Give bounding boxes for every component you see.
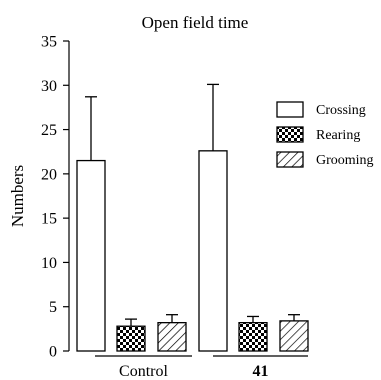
bar-rearing-0 [116, 325, 146, 352]
legend: Crossing Rearing Grooming [276, 101, 374, 168]
bar-crossing-0 [76, 159, 106, 352]
bars [76, 83, 309, 352]
y-axis-label: Numbers [8, 165, 27, 227]
category-axes: Control 41 [95, 355, 308, 380]
legend-label: Crossing [316, 103, 366, 118]
category-label: Control [119, 363, 168, 380]
bar-rearing-1 [238, 322, 268, 352]
bar-grooming-1 [279, 320, 309, 352]
legend-swatch-rearing [276, 126, 304, 143]
bar-grooming-0 [157, 322, 187, 352]
y-tick-label: 0 [49, 344, 57, 361]
legend-swatch-grooming [276, 151, 304, 168]
y-tick-label: 20 [41, 166, 57, 183]
bar-crossing-1 [198, 150, 228, 352]
y-tick-label: 35 [41, 34, 57, 51]
category-label: 41 [253, 363, 269, 380]
legend-label: Rearing [316, 128, 360, 143]
y-axis-ticks: 0 5 10 15 20 25 30 35 [41, 34, 69, 361]
chart-title: Open field time [142, 13, 249, 32]
y-tick-label: 15 [41, 211, 57, 228]
y-tick-label: 30 [41, 78, 57, 95]
legend-swatch-crossing [276, 101, 304, 118]
y-tick-label: 10 [41, 255, 57, 272]
legend-label: Grooming [316, 153, 374, 168]
y-tick-label: 5 [49, 299, 57, 316]
y-tick-label: 25 [41, 122, 57, 139]
